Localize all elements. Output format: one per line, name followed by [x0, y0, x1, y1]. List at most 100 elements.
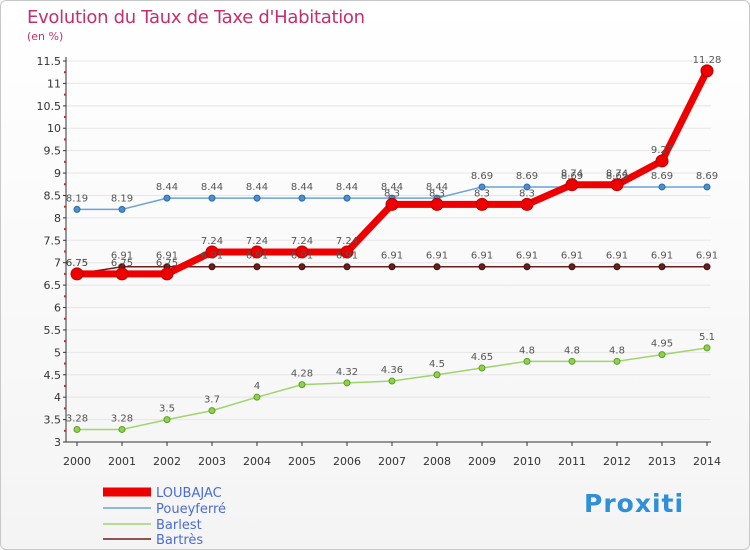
legend-label: Barlest [156, 518, 202, 533]
data-point [385, 197, 399, 211]
data-label: 11.28 [693, 55, 722, 66]
data-label: 4.28 [291, 369, 313, 380]
y-minor-tick [64, 317, 66, 320]
y-minor-tick [64, 384, 66, 387]
data-label: 7.24 [201, 236, 223, 247]
data-point [163, 416, 171, 424]
data-label: 6.91 [336, 251, 358, 262]
data-point [520, 197, 534, 211]
data-point [343, 194, 351, 202]
data-point [388, 377, 396, 385]
y-tick-label: 6 [54, 302, 61, 315]
y-minor-tick [64, 295, 66, 298]
series-loubajac [70, 64, 714, 281]
y-tick-label: 8 [54, 212, 61, 225]
data-labels-layer: 6.756.91 6.91 6.91 6.91 6.91 6.91 6.91 6.91 6.91… [66, 55, 721, 425]
y-tick-label: 5.5 [44, 324, 62, 337]
y-minor-tick [64, 183, 66, 186]
data-label: 7.24 [291, 236, 313, 247]
y-tick-label: 7.5 [44, 234, 62, 247]
y-tick-label: 6.5 [44, 279, 62, 292]
data-point [118, 425, 126, 433]
data-label: 4.95 [651, 339, 673, 350]
data-point [253, 393, 261, 401]
y-tick-label: 5 [54, 346, 61, 359]
data-point [658, 183, 666, 191]
series-barlest [73, 344, 711, 433]
data-label: 8.69 [606, 171, 628, 182]
data-point [340, 245, 354, 259]
data-point [253, 194, 261, 202]
data-point [73, 205, 81, 213]
data-point [523, 357, 531, 365]
y-tick-label: 4.5 [44, 369, 62, 382]
data-label: 8.44 [426, 182, 448, 193]
data-label: 9.27 [651, 145, 673, 156]
data-label: 4.8 [564, 345, 580, 356]
data-label: 5.1 [699, 332, 715, 343]
y-minor-tick [64, 160, 66, 163]
data-point [700, 64, 714, 78]
data-label: 3.5 [159, 404, 175, 415]
data-label: 6.91 [111, 251, 133, 262]
series-layer [70, 64, 714, 433]
x-tick-label: 2014 [693, 455, 721, 468]
legend-label: LOUBAJAC [156, 486, 222, 501]
data-label: 4 [254, 381, 260, 392]
data-label: 8.74 [561, 169, 583, 180]
data-point [160, 267, 174, 281]
data-label: 8.3 [474, 188, 490, 199]
data-point [658, 263, 666, 271]
x-tick-label: 2003 [198, 455, 226, 468]
y-minor-tick [64, 93, 66, 96]
y-tick-label: 9 [54, 167, 61, 180]
y-tick-label: 4 [54, 391, 61, 404]
logo-text: Proxiti [584, 489, 685, 518]
data-point [613, 263, 621, 271]
x-tick-label: 2011 [558, 455, 586, 468]
data-point [478, 263, 486, 271]
x-tick-label: 2001 [108, 455, 136, 468]
x-tick-label: 2012 [603, 455, 631, 468]
data-label: 6.91 [561, 251, 583, 262]
chart-unit-label: (en %) [27, 30, 64, 43]
data-point [343, 379, 351, 387]
data-label: 4.8 [609, 345, 625, 356]
x-tick-label: 2006 [333, 455, 361, 468]
data-point [475, 197, 489, 211]
data-label: 8.3 [384, 188, 400, 199]
data-point [703, 263, 711, 271]
data-label: 6.91 [246, 251, 268, 262]
data-label: 8.44 [291, 182, 313, 193]
data-point [115, 267, 129, 281]
data-label: 6.91 [156, 251, 178, 262]
data-point [565, 178, 579, 192]
x-tick-label: 2010 [513, 455, 541, 468]
y-minor-tick [64, 205, 66, 208]
data-label: 6.75 [66, 258, 88, 269]
y-tick-label: 10 [47, 122, 61, 135]
data-point [298, 194, 306, 202]
data-label: 6.91 [696, 251, 718, 262]
x-tick-label: 2013 [648, 455, 676, 468]
y-tick-label: 9.5 [44, 145, 62, 158]
data-label: 3.7 [204, 395, 220, 406]
y-minor-tick [64, 272, 66, 275]
data-point [703, 183, 711, 191]
y-minor-tick [64, 362, 66, 365]
data-label: 6.75 [111, 258, 133, 269]
data-label: 4.32 [336, 367, 358, 378]
data-label: 8.69 [471, 171, 493, 182]
data-label: 8.44 [201, 182, 223, 193]
x-tick-label: 2000 [63, 455, 91, 468]
x-tick-label: 2005 [288, 455, 316, 468]
data-label: 6.91 [291, 251, 313, 262]
data-label: 6.91 [426, 251, 448, 262]
x-tick-label: 2004 [243, 455, 271, 468]
data-label: 8.69 [516, 171, 538, 182]
data-point [658, 351, 666, 359]
data-point [208, 263, 216, 271]
data-point [388, 263, 396, 271]
y-minor-tick [64, 407, 66, 410]
